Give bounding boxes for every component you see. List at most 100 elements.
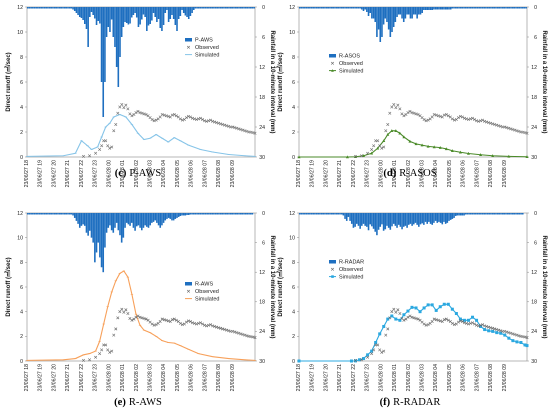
rain-bar bbox=[397, 7, 400, 15]
observed-point bbox=[207, 119, 211, 123]
rain-bar bbox=[58, 7, 61, 9]
rain-bar bbox=[147, 7, 150, 26]
rain-bar bbox=[120, 213, 123, 243]
simulated-point bbox=[426, 303, 430, 307]
rain-bar bbox=[224, 7, 227, 9]
rain-bar bbox=[521, 7, 524, 9]
observed-point bbox=[227, 124, 231, 128]
observed-point bbox=[235, 126, 239, 130]
observed-point bbox=[108, 146, 112, 150]
rain-bar bbox=[505, 7, 507, 9]
rain-bar bbox=[426, 213, 429, 224]
rain-bar bbox=[498, 213, 501, 215]
observed-point bbox=[426, 323, 430, 327]
rain-bar bbox=[305, 213, 308, 215]
rain-bar bbox=[468, 7, 470, 9]
observed-point bbox=[438, 319, 442, 323]
observed-point bbox=[511, 127, 515, 132]
rain-bar bbox=[157, 213, 160, 226]
observed-point bbox=[174, 318, 178, 322]
rain-bar bbox=[369, 213, 372, 225]
observed-point bbox=[412, 111, 416, 115]
rain-bar bbox=[309, 213, 311, 215]
rain-bar bbox=[147, 213, 150, 228]
rain-bar bbox=[493, 213, 496, 215]
rain-bar bbox=[177, 213, 180, 217]
observed-point bbox=[462, 321, 466, 325]
observed-point bbox=[245, 334, 249, 338]
observed-point bbox=[464, 321, 468, 325]
simulated-point bbox=[418, 310, 422, 314]
rain-bar bbox=[154, 213, 157, 221]
rain-bar bbox=[404, 7, 407, 19]
observed-point bbox=[388, 111, 392, 115]
observed-point bbox=[509, 331, 513, 335]
x-tick-label: 23/06/28 02 bbox=[134, 160, 140, 188]
observed-point bbox=[94, 151, 98, 155]
rain-bar bbox=[446, 7, 449, 10]
observed-point bbox=[414, 112, 418, 116]
simulated-point bbox=[466, 318, 470, 322]
rain-bar bbox=[486, 7, 489, 9]
observed-point bbox=[190, 116, 194, 120]
x-tick-label: 23/06/27 22 bbox=[79, 364, 85, 392]
rain-bar bbox=[45, 7, 48, 9]
legend-rain-label: R-RADAR bbox=[339, 260, 364, 266]
simulated-point bbox=[446, 302, 450, 306]
rain-bar bbox=[510, 213, 512, 215]
observed-point bbox=[489, 326, 493, 330]
rain-bar bbox=[386, 7, 388, 22]
observed-point bbox=[118, 310, 122, 314]
rain-bar bbox=[419, 213, 422, 225]
rain-bar bbox=[300, 7, 303, 9]
observed-point bbox=[462, 116, 466, 120]
rain-bar bbox=[72, 213, 74, 216]
rain-bar bbox=[382, 213, 385, 231]
observed-point bbox=[106, 144, 110, 148]
rain-bar bbox=[164, 7, 167, 13]
simulated-point bbox=[370, 349, 374, 353]
observed-point bbox=[507, 126, 511, 130]
observed-point bbox=[384, 129, 388, 133]
rain-bar bbox=[92, 7, 94, 15]
rain-bar bbox=[238, 213, 240, 215]
observed-point bbox=[466, 117, 470, 122]
rain-bar bbox=[428, 213, 430, 222]
observed-point bbox=[513, 128, 517, 132]
rain-bar bbox=[488, 213, 491, 215]
rain-bar bbox=[434, 7, 437, 10]
rain-bar bbox=[508, 213, 511, 215]
observed-point bbox=[100, 348, 104, 352]
rain-bar bbox=[309, 7, 311, 9]
rain-bar bbox=[67, 7, 69, 9]
rain-bar bbox=[345, 213, 348, 221]
observed-point bbox=[190, 321, 194, 325]
y-left-tick-label: 2 bbox=[292, 334, 295, 340]
simulated-point bbox=[442, 302, 446, 306]
observed-point bbox=[106, 348, 110, 352]
rain-bar bbox=[184, 7, 187, 16]
x-tick-label: 23/06/27 19 bbox=[310, 160, 316, 188]
rain-bar bbox=[423, 213, 425, 225]
observed-point bbox=[186, 114, 190, 118]
rain-bar bbox=[78, 213, 81, 228]
y-left-tick-label: 4 bbox=[292, 105, 295, 111]
rain-bar bbox=[513, 7, 516, 9]
observed-point bbox=[130, 318, 134, 322]
observed-point bbox=[452, 323, 456, 327]
rain-bar bbox=[372, 7, 375, 19]
observed-point bbox=[251, 131, 255, 135]
rain-bar bbox=[169, 7, 172, 19]
simulated-point bbox=[297, 155, 301, 159]
rain-bar bbox=[340, 7, 343, 9]
x-tick-label: 23/06/28 04 bbox=[433, 364, 439, 392]
rain-bar bbox=[510, 7, 512, 9]
y-left-tick-label: 10 bbox=[17, 30, 23, 36]
rain-bar bbox=[359, 213, 361, 229]
rain-bar bbox=[307, 213, 309, 215]
rain-bar bbox=[68, 213, 71, 215]
rain-bar bbox=[396, 7, 398, 17]
observed-point bbox=[408, 314, 412, 318]
observed-point bbox=[233, 330, 237, 334]
